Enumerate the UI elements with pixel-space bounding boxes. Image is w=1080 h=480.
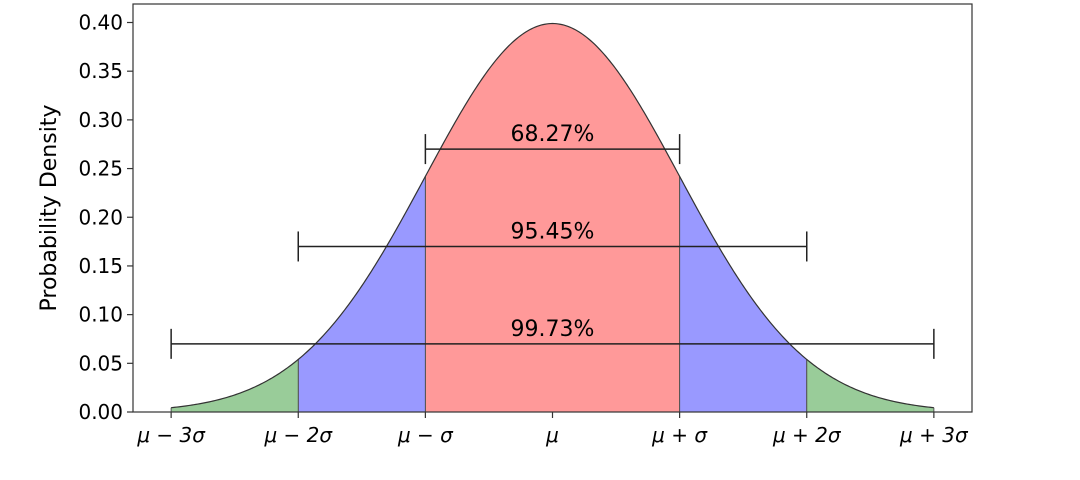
shaded-region-0 [425,23,680,412]
y-tick-label: 0.25 [78,157,123,181]
shaded-region-3 [171,359,299,412]
interval-1: 95.45% [297,219,808,262]
x-axis: μ − 3σ μ − 2σ μ − σ μ μ + σ μ + 2σ μ + 3σ [136,412,969,447]
density-curve [171,22,934,409]
x-tick-label: μ + 3σ [899,423,969,447]
x-tick-label: μ [545,423,559,447]
interval-2: 99.73% [170,317,935,359]
y-tick-label: 0.35 [78,59,123,83]
interval-label: 95.45% [511,219,595,244]
y-tick-label: 0.00 [78,400,123,424]
interval-bars: 68.27% 95.45% 99.73% [170,122,935,359]
x-tick-label: μ + 2σ [772,423,842,447]
y-tick-label: 0.05 [78,351,123,375]
x-tick-label: μ − σ [397,423,454,447]
x-tick-label: μ − 3σ [136,423,206,447]
x-tick-label: μ + σ [651,423,708,447]
x-tick-label: μ − 2σ [263,423,333,447]
y-tick-label: 0.15 [78,254,123,278]
y-tick-label: 0.30 [78,108,123,132]
y-axis: 0.00 0.05 0.10 0.15 0.20 0.25 0.30 0.35 0.40 [78,11,133,424]
interval-label: 68.27% [511,122,595,147]
y-tick-label: 0.20 [78,205,123,229]
interval-0: 68.27% [424,122,681,165]
shaded-regions [170,23,935,412]
y-tick-label: 0.10 [78,303,123,327]
interval-label: 99.73% [511,317,595,342]
y-axis-label: Probability Density [37,105,62,312]
y-tick-label: 0.40 [78,11,123,35]
shaded-region-4 [806,359,934,412]
